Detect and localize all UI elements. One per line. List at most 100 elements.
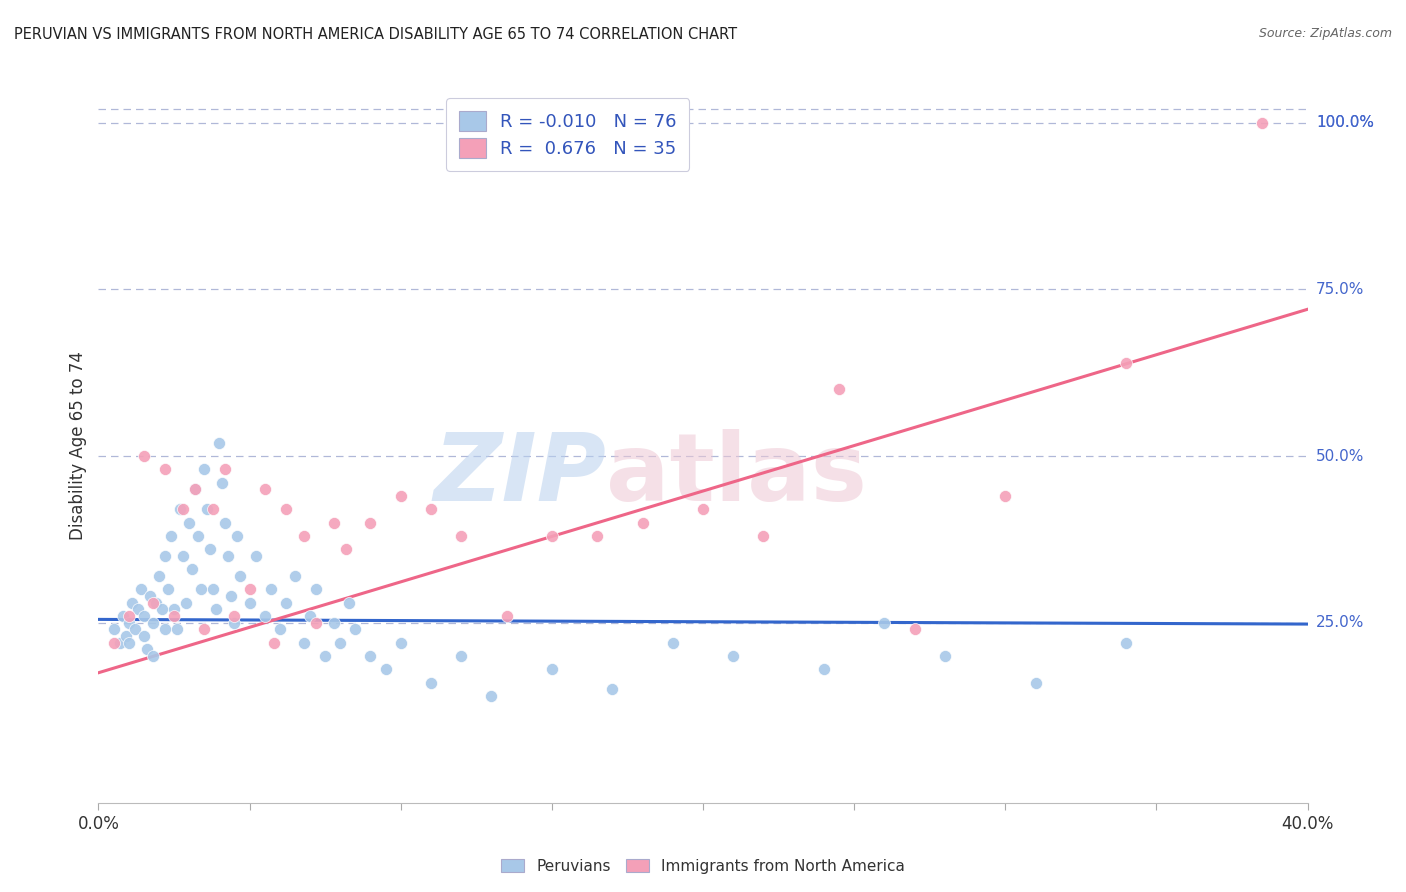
Point — [184, 483, 207, 497]
Point — [156, 582, 179, 597]
Point — [314, 649, 336, 664]
Point — [174, 596, 197, 610]
Point — [190, 582, 212, 597]
Point — [873, 615, 896, 630]
Point — [419, 675, 441, 690]
Point — [813, 662, 835, 676]
Point — [904, 623, 927, 637]
Point — [135, 642, 157, 657]
Point — [195, 502, 218, 516]
Point — [166, 623, 188, 637]
Point — [108, 636, 131, 650]
Point — [360, 516, 382, 530]
Point — [329, 636, 352, 650]
Text: atlas: atlas — [606, 428, 868, 521]
Point — [323, 516, 346, 530]
Point — [142, 615, 165, 630]
Text: 100.0%: 100.0% — [1316, 115, 1374, 130]
Point — [172, 502, 194, 516]
Point — [217, 549, 239, 563]
Point — [221, 589, 243, 603]
Point — [172, 549, 194, 563]
Point — [142, 596, 165, 610]
Point — [145, 596, 167, 610]
Point — [229, 569, 252, 583]
Point — [337, 596, 360, 610]
Point — [211, 475, 233, 490]
Point — [1024, 675, 1046, 690]
Point — [1115, 356, 1137, 370]
Point — [284, 569, 307, 583]
Point — [631, 516, 654, 530]
Point — [994, 489, 1017, 503]
Text: 50.0%: 50.0% — [1316, 449, 1364, 464]
Point — [292, 636, 315, 650]
Point — [224, 609, 246, 624]
Point — [193, 623, 215, 637]
Point — [121, 596, 143, 610]
Point — [187, 529, 209, 543]
Point — [305, 582, 328, 597]
Point — [389, 636, 412, 650]
Point — [274, 502, 297, 516]
Text: 100.0%: 100.0% — [1316, 115, 1374, 130]
Point — [239, 582, 262, 597]
Point — [139, 589, 162, 603]
Point — [540, 662, 562, 676]
Point — [132, 629, 155, 643]
Legend: R = -0.010   N = 76, R =  0.676   N = 35: R = -0.010 N = 76, R = 0.676 N = 35 — [446, 98, 689, 170]
Point — [299, 609, 322, 624]
Point — [269, 623, 291, 637]
Point — [419, 502, 441, 516]
Point — [177, 516, 201, 530]
Point — [450, 529, 472, 543]
Point — [184, 483, 207, 497]
Point — [169, 502, 191, 516]
Point — [118, 615, 141, 630]
Point — [153, 623, 176, 637]
Point — [260, 582, 283, 597]
Point — [129, 582, 152, 597]
Y-axis label: Disability Age 65 to 74: Disability Age 65 to 74 — [69, 351, 87, 541]
Point — [124, 623, 146, 637]
Point — [111, 609, 134, 624]
Point — [163, 602, 186, 616]
Legend: Peruvians, Immigrants from North America: Peruvians, Immigrants from North America — [495, 853, 911, 880]
Point — [481, 689, 503, 703]
Point — [118, 636, 141, 650]
Point — [103, 623, 125, 637]
Point — [389, 489, 412, 503]
Text: ZIP: ZIP — [433, 428, 606, 521]
Point — [224, 615, 246, 630]
Point — [450, 649, 472, 664]
Point — [103, 636, 125, 650]
Point — [142, 649, 165, 664]
Point — [263, 636, 285, 650]
Point — [181, 562, 204, 576]
Text: 75.0%: 75.0% — [1316, 282, 1364, 297]
Point — [752, 529, 775, 543]
Point — [253, 483, 276, 497]
Point — [540, 529, 562, 543]
Text: Source: ZipAtlas.com: Source: ZipAtlas.com — [1258, 27, 1392, 40]
Point — [692, 502, 714, 516]
Point — [118, 609, 141, 624]
Point — [602, 682, 624, 697]
Point — [205, 602, 228, 616]
Point — [374, 662, 396, 676]
Point — [661, 636, 683, 650]
Point — [153, 462, 176, 476]
Point — [132, 449, 155, 463]
Text: PERUVIAN VS IMMIGRANTS FROM NORTH AMERICA DISABILITY AGE 65 TO 74 CORRELATION CH: PERUVIAN VS IMMIGRANTS FROM NORTH AMERIC… — [14, 27, 737, 42]
Point — [344, 623, 367, 637]
Point — [132, 609, 155, 624]
Point — [721, 649, 744, 664]
Point — [193, 462, 215, 476]
Point — [127, 602, 149, 616]
Point — [495, 609, 517, 624]
Point — [586, 529, 609, 543]
Point — [214, 462, 236, 476]
Point — [828, 382, 851, 396]
Point — [934, 649, 956, 664]
Point — [150, 602, 173, 616]
